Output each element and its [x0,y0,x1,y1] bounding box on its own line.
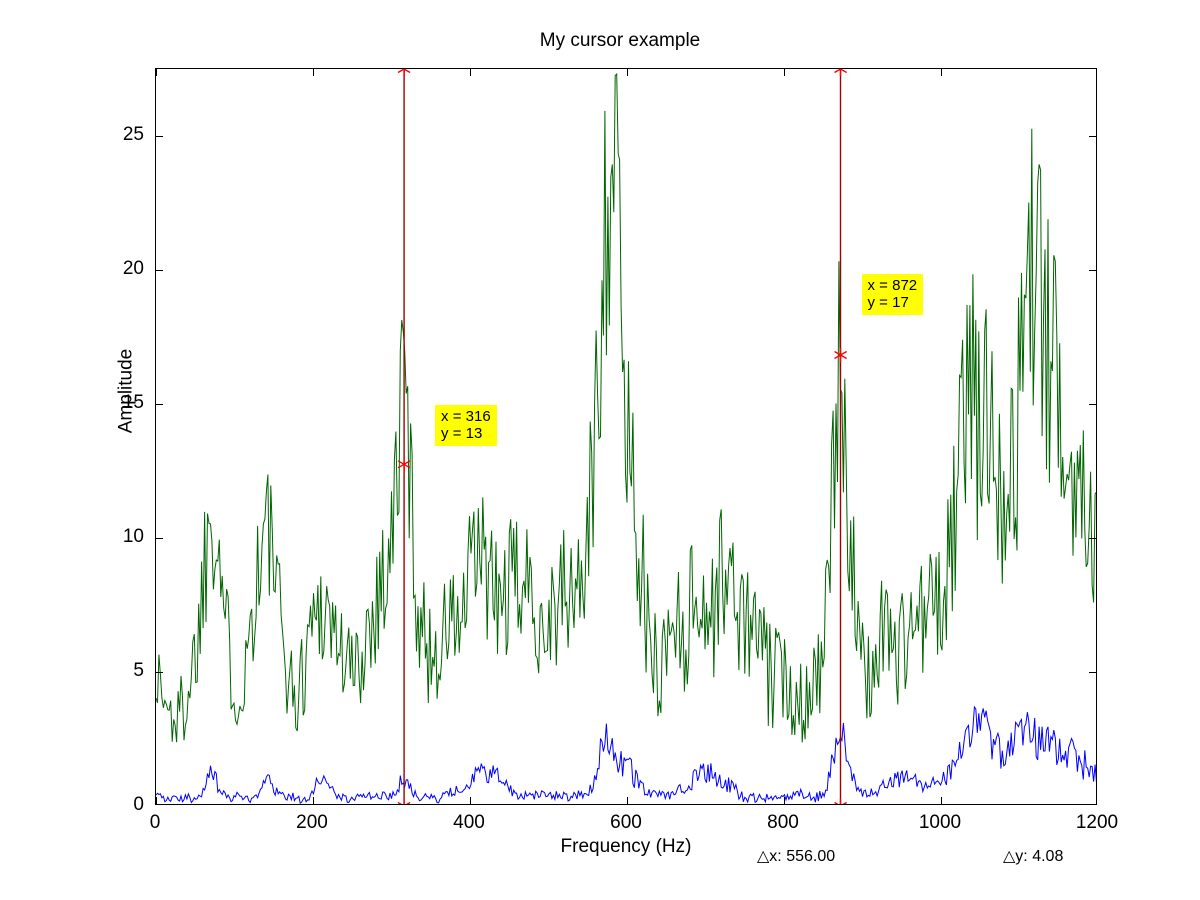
x-tick-label-800: 800 [767,812,799,833]
x-tick-label-0: 0 [149,812,161,833]
x-tick-200 [313,797,314,804]
trace-signal-green [156,72,1096,743]
x-tick-label-600: 600 [610,812,642,833]
y-tick-label-0: 0 [133,794,144,815]
series-layer [156,72,1096,804]
x-tick-label-200: 200 [296,812,328,833]
cursor-1-top-marker[interactable] [397,69,411,76]
cursor-1-bottom-marker[interactable] [397,799,411,805]
delta-y-readout: △y: 4.08 [1003,848,1064,865]
y-tick-20 [1089,270,1096,271]
cursor-2-bottom-marker[interactable] [834,799,847,805]
x-axis-label: Frequency (Hz) [560,836,692,857]
x-tick-800 [784,69,785,76]
page-title: My cursor example [0,30,1200,52]
cursor-1-y-readout: y = 13 [441,425,483,443]
x-tick-label-400: 400 [453,812,485,833]
cursor-2-top-marker[interactable] [834,69,847,76]
x-tick-0 [156,797,157,804]
cursor-2-y-readout: y = 17 [867,293,909,311]
y-tick-25 [1089,136,1096,137]
x-tick-label-1000: 1000 [918,812,962,833]
cursor-1-data-marker[interactable] [397,457,411,472]
y-tick-15 [156,404,163,405]
x-tick-200 [313,69,314,76]
y-tick-10 [156,538,163,539]
plot-axes [155,68,1097,805]
y-tick-25 [156,136,163,137]
y-tick-label-5: 5 [133,660,144,681]
cursor-1-x-readout: x = 316 [441,408,491,426]
y-tick-5 [1089,672,1096,673]
y-tick-label-20: 20 [122,258,144,279]
plot-title-text: My cursor example [539,30,701,51]
cursor-2-x-readout: x = 872 [867,276,918,294]
y-tick-5 [156,672,163,673]
x-tick-800 [784,797,785,804]
plot-canvas [156,69,1096,805]
y-tick-label-15: 15 [122,392,144,413]
delta-x-readout: △x: 556.00 [757,848,836,865]
x-tick-600 [627,69,628,76]
x-tick-400 [470,69,471,76]
x-tick-1000 [941,69,942,76]
x-tick-400 [470,797,471,804]
y-tick-label-25: 25 [122,124,144,145]
trace-signal-blue [156,705,1096,804]
y-axis-label: Amplitude [115,348,137,434]
x-tick-1000 [941,797,942,804]
x-tick-label-1200: 1200 [1075,812,1119,833]
x-tick-0 [156,69,157,76]
y-tick-label-10: 10 [122,526,144,547]
y-tick-10 [1089,538,1096,539]
cursor-2-datatip[interactable]: x = 872 y = 17 [861,273,924,315]
cursor-1-datatip[interactable]: x = 316 y = 13 [435,405,497,447]
y-tick-15 [1089,404,1096,405]
y-tick-20 [156,270,163,271]
cursor-2-data-marker[interactable] [834,348,847,362]
cursor-layer [397,69,847,805]
x-tick-600 [627,797,628,804]
